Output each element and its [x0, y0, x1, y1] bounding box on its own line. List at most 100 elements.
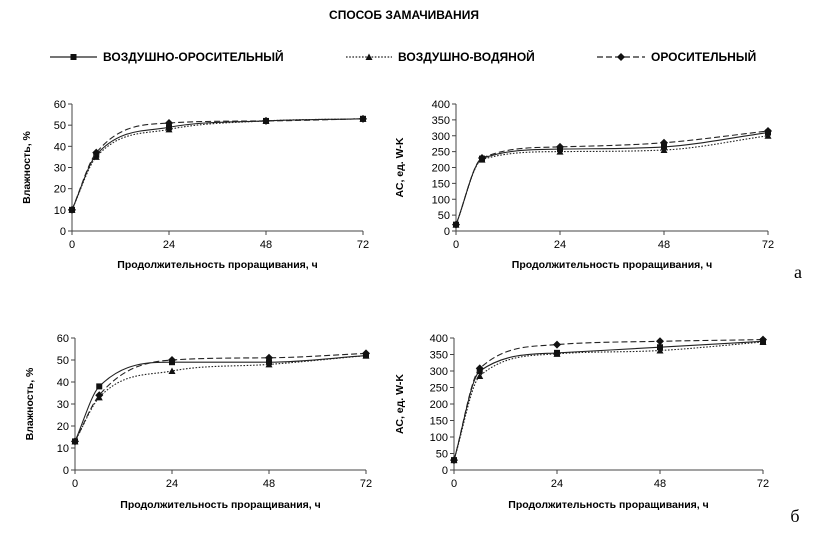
y-tick-label: 300: [432, 131, 450, 143]
x-tick-label: 72: [757, 478, 769, 490]
y-tick-label: 400: [432, 99, 450, 111]
data-point: [359, 114, 367, 123]
x-axis-label: Продолжительность проращивания, ч: [117, 259, 317, 271]
y-tick-label: 350: [432, 115, 450, 127]
legend-marker: [70, 54, 77, 60]
data-point: [660, 138, 668, 147]
series-line: [453, 340, 764, 461]
series-line: [453, 339, 764, 461]
series-line: [74, 355, 367, 442]
figure-title: СПОСОБ ЗАМАЧИВАНИЯ: [329, 8, 479, 22]
chart-moisture-a: 0 10 20 30 40 50 60 0 24 48 72 Влажность, % Продолжи…: [21, 99, 369, 271]
x-tick-label: 0: [451, 478, 457, 490]
x-tick-label: 24: [554, 239, 566, 251]
series-line: [455, 135, 769, 225]
legend-marker: [617, 53, 625, 61]
y-tick-label: 50: [436, 449, 448, 461]
data-point: [92, 148, 101, 157]
y-tick-label: 40: [57, 377, 69, 389]
data-point: [452, 220, 460, 229]
legend-label: ВОЗДУШНО-ВОДЯНОЙ: [398, 49, 535, 64]
y-tick-label: 150: [430, 416, 448, 428]
x-tick-label: 72: [357, 239, 369, 251]
data-point: [165, 119, 173, 128]
series-line: [74, 352, 367, 442]
y-tick-label: 60: [54, 99, 66, 111]
y-tick-label: 60: [57, 333, 69, 345]
y-tick-label: 350: [430, 350, 448, 362]
data-point: [553, 350, 561, 357]
y-tick-label: 50: [438, 210, 450, 222]
x-tick-label: 48: [263, 478, 275, 490]
y-tick-label: 10: [57, 443, 69, 455]
y-tick-label: 150: [432, 178, 450, 190]
y-tick-label: 40: [54, 141, 66, 153]
chart-ac-a: 0 50 100 150 200 250 300 350 400 0 24 48 72 АС, ед. W…: [394, 99, 774, 271]
data-point: [96, 383, 103, 390]
series-line: [71, 118, 364, 211]
y-axis-label: АС, ед. W-K: [394, 137, 406, 197]
data-point: [660, 146, 668, 154]
y-tick-label: 100: [430, 432, 448, 444]
data-point: [764, 132, 772, 139]
y-tick-label: 50: [54, 120, 66, 132]
x-tick-label: 72: [762, 239, 774, 251]
legend-label: ВОЗДУШНО-ОРОСИТЕЛЬНЫЙ: [103, 49, 284, 64]
y-tick-label: 200: [430, 399, 448, 411]
series-line: [455, 130, 769, 225]
x-axis-label: Продолжительность проращивания, ч: [512, 259, 712, 271]
x-tick-label: 0: [69, 239, 75, 251]
y-tick-label: 200: [432, 163, 450, 175]
data-point: [95, 391, 104, 400]
data-point: [262, 116, 270, 125]
data-point: [450, 456, 458, 465]
legend-label: ОРОСИТЕЛЬНЫЙ: [651, 49, 756, 64]
y-tick-label: 20: [54, 184, 66, 196]
data-point: [759, 335, 767, 344]
data-point: [556, 148, 564, 155]
data-point: [656, 347, 664, 354]
data-point: [168, 356, 176, 364]
data-point: [362, 349, 370, 358]
y-tick-label: 0: [60, 226, 66, 238]
data-point: [656, 337, 664, 346]
data-point: [476, 372, 484, 379]
y-axis-label: Влажность, %: [21, 130, 33, 203]
legend-marker: [365, 53, 373, 60]
x-tick-label: 0: [72, 478, 78, 490]
y-tick-label: 250: [432, 147, 450, 159]
data-point: [265, 353, 273, 362]
y-tick-label: 50: [57, 355, 69, 367]
x-tick-label: 48: [654, 478, 666, 490]
data-point: [553, 340, 561, 349]
y-tick-label: 20: [57, 421, 69, 433]
y-tick-label: 30: [57, 399, 69, 411]
series-line: [71, 118, 364, 211]
x-tick-label: 24: [163, 239, 175, 251]
x-tick-label: 24: [166, 478, 178, 490]
x-tick-label: 48: [260, 239, 272, 251]
data-point: [68, 205, 76, 214]
x-tick-label: 72: [360, 478, 372, 490]
series-line: [74, 355, 367, 442]
y-tick-label: 400: [430, 333, 448, 345]
x-tick-label: 0: [453, 239, 459, 251]
y-tick-label: 30: [54, 163, 66, 175]
x-axis-label: Продолжительность проращивания, ч: [120, 499, 320, 511]
data-point: [478, 153, 486, 162]
y-axis-label: Влажность, %: [24, 367, 36, 440]
x-axis-label: Продолжительность проращивания, ч: [508, 499, 708, 511]
panel-label-b: б: [790, 506, 799, 526]
x-tick-label: 24: [551, 478, 563, 490]
data-point: [265, 360, 273, 368]
data-point: [475, 364, 484, 373]
series-line: [71, 118, 364, 211]
y-tick-label: 250: [430, 383, 448, 395]
data-point: [556, 142, 564, 151]
chart-ac-b: 0 50 100 150 200 250 300 350 400 0 24 48 72 АС, ед. W…: [394, 333, 769, 511]
y-tick-label: 100: [432, 194, 450, 206]
data-point: [71, 437, 79, 446]
legend: ВОЗДУШНО-ОРОСИТЕЛЬНЫЙ ВОЗДУШНО-ВОДЯНОЙ ОРО…: [50, 49, 756, 64]
y-tick-label: 0: [63, 465, 69, 477]
